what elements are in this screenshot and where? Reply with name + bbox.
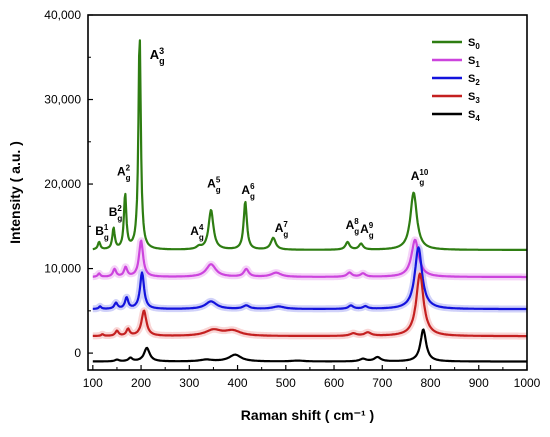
peak-label-superscript: 9 — [369, 221, 374, 230]
peak-label: A9 g — [360, 221, 374, 240]
legend-label-main: S — [468, 73, 475, 85]
peak-label: A10 g — [411, 168, 429, 187]
axis-ticks: 100 200 300 400 500 600 700 800 900 1000010,00020… — [44, 8, 540, 390]
legend-label-subscript: 4 — [475, 114, 480, 123]
peak-label-superscript: 3 — [159, 46, 164, 56]
peak-label: A5 g — [207, 175, 221, 194]
peak-label-superscript: 7 — [283, 220, 288, 229]
x-tick-label: 200 — [131, 376, 151, 390]
legend-label-S3: S3 — [468, 91, 480, 105]
peak-label-superscript: 4 — [199, 223, 204, 232]
peak-label: A4 g — [190, 223, 204, 242]
peak-label-superscript: 10 — [419, 168, 428, 177]
legend-label-S4: S4 — [468, 109, 480, 123]
peak-label-main: B — [109, 205, 118, 219]
peak-label-subscript: g — [104, 233, 109, 242]
y-axis-title: Intensity ( a.u. ) — [7, 141, 23, 244]
x-tick-label: 300 — [179, 376, 199, 390]
peak-label-main: A — [241, 183, 250, 197]
x-axis-title: Raman shift ( cm⁻¹ ) — [241, 407, 374, 423]
series-line-S2 — [92, 246, 528, 311]
x-tick-label: 500 — [276, 376, 296, 390]
plot-frame — [87, 14, 528, 371]
x-tick-label: 100 — [83, 376, 103, 390]
peak-label-subscript: g — [369, 231, 374, 240]
legend-label-main: S — [468, 55, 475, 67]
x-tick-label: 800 — [421, 376, 441, 390]
peak-label-superscript: 8 — [354, 217, 359, 226]
peak-label-superscript: 6 — [250, 182, 255, 191]
x-tick-label: 600 — [324, 376, 344, 390]
series-glow-layer — [90, 236, 530, 340]
legend-label-main: S — [468, 109, 475, 121]
legend-label-S2: S2 — [468, 73, 480, 87]
peak-label-main: A — [190, 224, 199, 238]
peak-label-main: A — [150, 47, 160, 62]
peak-label: B2 g — [109, 204, 123, 223]
x-tick-label: 900 — [469, 376, 489, 390]
series-layer — [92, 39, 528, 363]
peak-label-main: A — [207, 176, 216, 190]
legend-label-subscript: 1 — [475, 60, 480, 69]
peak-label-subscript: g — [126, 174, 131, 183]
peak-label-superscript: 1 — [104, 223, 109, 232]
x-tick-label: 1000 — [514, 376, 541, 390]
peak-label: A6 g — [241, 182, 255, 201]
peak-label-subscript: g — [117, 214, 122, 223]
x-tick-label: 400 — [228, 376, 248, 390]
peak-label-subscript: g — [283, 230, 288, 239]
peak-label-main: A — [360, 222, 369, 236]
x-tick-label: 700 — [372, 376, 392, 390]
legend-label-main: S — [468, 91, 475, 103]
legend-label-main: S — [468, 37, 475, 49]
peak-label-subscript: g — [250, 192, 255, 201]
legend-label-subscript: 2 — [475, 78, 480, 87]
y-tick-label: 40,000 — [44, 8, 81, 22]
peak-label-subscript: g — [159, 56, 165, 66]
peak-label-subscript: g — [354, 227, 359, 236]
peak-label: A2 g — [117, 164, 131, 183]
peak-label: B1 g — [95, 223, 109, 242]
peak-label-main: A — [346, 218, 355, 232]
series-line-S0 — [92, 39, 528, 251]
peak-label-subscript: g — [419, 178, 424, 187]
peak-label-superscript: 2 — [117, 204, 122, 213]
peak-label-superscript: 5 — [216, 175, 221, 184]
peak-label-superscript: 2 — [126, 164, 131, 173]
peak-label-main: A — [411, 169, 420, 183]
peak-label: A3 g — [150, 46, 165, 66]
peak-label-main: B — [95, 224, 104, 238]
y-tick-label: 10,000 — [44, 262, 81, 276]
y-tick-label: 0 — [74, 346, 81, 360]
series-line-S4 — [92, 328, 528, 363]
peak-label-subscript: g — [199, 233, 204, 242]
peak-label-subscript: g — [216, 185, 221, 194]
y-tick-label: 20,000 — [44, 177, 81, 191]
y-tick-label: 30,000 — [44, 93, 81, 107]
series-glow-S1 — [90, 236, 530, 281]
peak-label: A8 g — [346, 217, 360, 236]
peak-label-main: A — [117, 165, 126, 179]
series-line-S1 — [92, 238, 528, 279]
series-line-S3 — [92, 272, 528, 338]
legend-label-S0: S0 — [468, 37, 480, 51]
legend-label-subscript: 0 — [475, 42, 480, 51]
legend-label-subscript: 3 — [475, 96, 480, 105]
peak-label-main: A — [275, 221, 284, 235]
legend-label-S1: S1 — [468, 55, 480, 69]
peak-label: A7 g — [275, 220, 289, 239]
